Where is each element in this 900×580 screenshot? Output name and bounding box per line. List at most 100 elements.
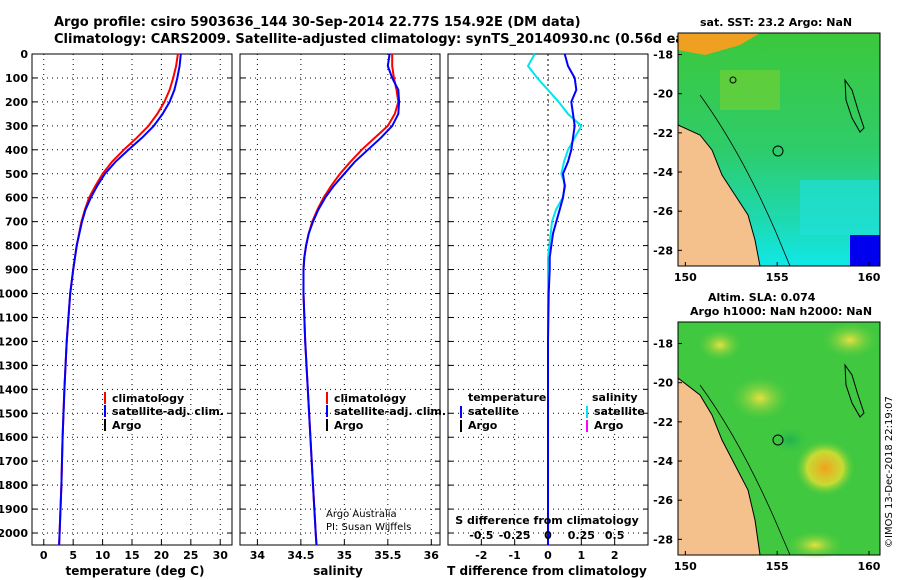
lon-tick-label: 155 [766,271,789,284]
y-tick-label: 2000 [0,527,28,540]
y-tick-label: 800 [5,240,28,253]
series-climatology [58,53,179,546]
lat-tick-label: -18 [653,49,673,62]
x-tick-label: 34.5 [287,549,314,562]
lat-tick-label: -26 [653,205,673,218]
lat-tick-label: -20 [653,377,673,390]
y-tick-label: 1400 [0,383,28,396]
y-tick-label: 500 [5,168,28,181]
salinity-panel: 34 34.5 35 35.5 36 [239,53,441,562]
sst-hot-patch [678,33,760,55]
x-tick-label: 5 [69,549,77,562]
legend-title-temperature: temperature [468,391,546,404]
plot-frame [239,53,441,546]
x-tick-label: 2 [611,549,619,562]
series-climatology [302,54,400,546]
y-tick-label: 400 [5,144,28,157]
sst-island-outline [729,76,737,84]
x-tick-label: 0 [544,549,552,562]
legend-label-s-satellite: satellite [594,405,645,418]
legend-label-argo: Argo [112,419,142,432]
s-tick-label: 0.5 [605,529,625,542]
sst-map-ticks: -18 -20 -22 -24 -26 -28 150 155 160 [653,49,881,284]
title-line2: Climatology: CARS2009. Satellite-adjuste… [54,32,721,47]
lat-tick-label: -22 [653,127,673,140]
series-satellite-adj [58,53,182,546]
sst-map [677,32,881,267]
lat-tick-label: -20 [653,88,673,101]
lat-tick-label: -24 [653,166,673,179]
lat-tick-label: -24 [653,455,673,468]
legend-title-salinity: salinity [592,391,638,404]
x-tick-label: 20 [154,549,170,562]
s-difference-label: S difference from climatology [455,514,639,527]
sst-warm-patch [720,70,780,110]
s-tick-label: 0 [544,529,552,542]
sst-depth-contour [699,94,791,267]
sla-reef-outline [844,363,865,418]
y-tick-label: 700 [5,216,28,229]
difference-legend: temperature satellite Argo salinity sate… [460,391,645,432]
legend-label-t-satellite: satellite [468,405,519,418]
y-tick-label: 1000 [0,288,28,301]
sst-reef-outline [844,78,865,133]
x-tick-label: -2 [475,549,487,562]
difference-panel: -2 -1 0 1 2 -0.5 -0.25 0 0.25 0.5 [447,53,649,562]
y-tick-label: 1900 [0,503,28,516]
y-tick-label: 1700 [0,455,28,468]
legend-label-climatology: climatology [112,392,184,405]
y-tick-label: 1600 [0,431,28,444]
temperature-panel: 0100200300400500600700800900100011001200… [0,48,233,562]
legend-label-climatology: climatology [334,392,406,405]
sla-argo-marker [772,434,784,446]
sla-warm-blob-2 [822,322,878,358]
x-tick-label: 15 [124,549,139,562]
x-tick-label: 10 [95,549,111,562]
s-tick-label: -0.5 [469,529,493,542]
temperature-xlabel: temperature (deg C) [66,564,205,578]
sst-blue-patch [850,235,880,266]
y-tick-label: 600 [5,192,28,205]
sla-warm-blob-4 [698,329,742,361]
series-t-satellite [547,53,578,545]
sst-map-title: sat. SST: 23.2 Argo: NaN [700,16,852,29]
sla-low-blob [770,425,810,455]
sla-warm-blob-1 [730,376,790,420]
sst-argo-marker [772,145,784,157]
legend-label-satellite: satellite-adj. clim. [112,405,224,418]
y-tick-label: 1100 [0,311,28,324]
x-tick-label: 36 [424,549,440,562]
sla-warm-blob-3 [787,531,843,559]
legend-label-t-argo: Argo [468,419,498,432]
x-tick-label: -1 [509,549,521,562]
sla-map-title-line1: Altim. SLA: 0.074 [708,291,816,304]
lon-tick-label: 150 [674,560,697,573]
y-tick-label: 1500 [0,407,28,420]
difference-xlabel: T difference from climatology [447,564,647,578]
legend-label-argo: Argo [334,419,364,432]
y-tick-label: 200 [5,96,28,109]
lat-tick-label: -22 [653,416,673,429]
sst-map-frame [677,32,881,267]
x-tick-label: 35.5 [374,549,401,562]
lon-tick-label: 155 [766,560,789,573]
sla-map-frame [677,321,881,556]
sst-cyan-patch [800,180,880,235]
x-tick-label: 35 [337,549,352,562]
sla-map [677,321,881,559]
s-tick-label: 0.25 [568,529,595,542]
credit-line2: PI: Susan Wijffels [326,522,411,533]
x-tick-label: 1 [578,549,586,562]
x-tick-label: 25 [183,549,198,562]
lat-tick-label: -28 [653,533,673,546]
temperature-legend: climatology satellite-adj. clim. Argo [104,392,224,432]
y-tick-label: 900 [5,264,28,277]
lon-tick-label: 160 [857,271,880,284]
y-tick-label: 1300 [0,359,28,372]
lat-tick-label: -28 [653,244,673,257]
title-line1: Argo profile: csiro 5903636_144 30-Sep-2… [54,15,581,30]
copyright-stamp: ©IMOS 13-Dec-2018 22:19:07 [884,396,895,548]
y-tick-label: 1800 [0,479,28,492]
x-tick-label: 34 [250,549,266,562]
